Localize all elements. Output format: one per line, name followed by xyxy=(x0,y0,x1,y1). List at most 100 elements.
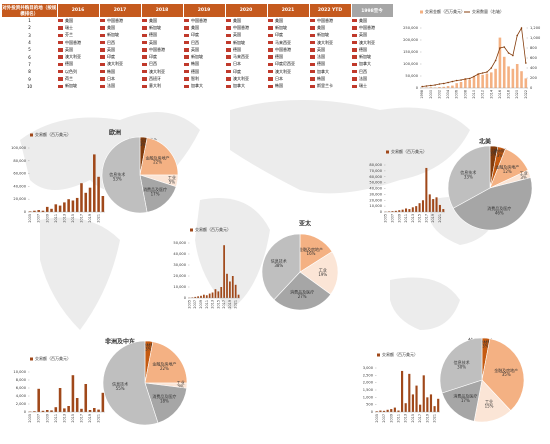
x-tick-label: 2004 xyxy=(446,90,450,99)
flag-icon xyxy=(142,18,147,23)
slice-label: 金融及房地产 xyxy=(146,154,170,160)
y-tick-label: 50,000 xyxy=(173,241,186,245)
slice-value: 16% xyxy=(307,251,316,256)
country-cell: 芬兰 xyxy=(57,32,99,39)
country-name: 澳大利亚 xyxy=(275,68,291,74)
rank: 6 xyxy=(28,54,31,60)
flag-icon xyxy=(226,48,231,52)
pie-slice xyxy=(101,136,148,214)
x-tick-label: 2012 xyxy=(481,90,485,99)
slice-value: 22% xyxy=(153,160,162,165)
x-tick-label: 2019 xyxy=(431,214,435,223)
table-row: 6 澳大利亚 印度 印度 新加坡 马来西亚 德国 法国 新加坡 xyxy=(2,53,393,60)
flag-icon xyxy=(226,18,231,23)
y-tick-label: 60,000 xyxy=(13,172,26,176)
slice-value: 3% xyxy=(145,347,152,352)
slice-label: 信息技术 xyxy=(271,257,287,263)
bar xyxy=(388,211,391,212)
flag-icon xyxy=(268,77,273,81)
slice-value: 18% xyxy=(160,398,169,403)
column-header: 2018 xyxy=(141,4,184,17)
count-point xyxy=(507,52,510,54)
flag-icon xyxy=(184,40,189,45)
y-tick-label: 1,200 xyxy=(530,26,541,30)
slice-label: 工业 xyxy=(319,267,327,273)
x-tick-label: 2007 xyxy=(382,414,386,423)
pie-slice xyxy=(261,233,301,301)
y-tick-label: 0 xyxy=(371,410,374,414)
bar xyxy=(229,281,231,298)
flag-icon xyxy=(268,62,273,67)
bar xyxy=(75,398,79,412)
bar xyxy=(468,79,471,88)
bar xyxy=(214,289,217,298)
x-tick-label: 2013 xyxy=(411,214,415,223)
count-point xyxy=(481,72,484,74)
x-tick-label: 2008 xyxy=(463,90,467,99)
country-cell: 德国 xyxy=(183,68,225,75)
table-header: 对外投资并购目的地（按规模排名） 2016 2017 2018 2019 2020 202… xyxy=(2,4,394,17)
column-header: 1998至今 xyxy=(351,4,394,17)
slice-value: 33% xyxy=(464,174,473,179)
pie-slice xyxy=(139,137,179,176)
slice-value: 5% xyxy=(169,179,176,184)
bar xyxy=(41,410,45,412)
pie-slice xyxy=(102,340,159,426)
y-tick-label: 8,000 xyxy=(16,378,27,382)
country-name: 马来西亚 xyxy=(275,39,291,45)
x-tick-label: 2007 xyxy=(390,214,394,223)
slice-value: 46% xyxy=(495,211,504,216)
country-name: 西班牙 xyxy=(149,76,161,82)
x-tick-label: 2021 xyxy=(97,214,101,223)
country-cell: 新加坡 xyxy=(267,24,309,31)
bar xyxy=(404,403,407,412)
x-tick-label: 2017 xyxy=(79,414,83,423)
flag-icon xyxy=(310,70,315,74)
table-title: 对外投资并购目的地（按规模排名） xyxy=(2,4,58,17)
pie-slice xyxy=(447,145,491,209)
y-tick-label: 0 xyxy=(416,86,419,90)
x-tick-label: 2017 xyxy=(418,414,422,423)
x-tick-label: 2010 xyxy=(472,90,476,99)
country-name: 日本 xyxy=(107,76,115,82)
count-point xyxy=(516,34,518,37)
flag-icon xyxy=(352,26,357,30)
x-tick-label: 2015 xyxy=(216,300,220,309)
rank-cell: 3 xyxy=(2,32,57,39)
x-tick-label: 2018 xyxy=(507,90,511,99)
x-tick-label: 2009 xyxy=(397,214,401,223)
bar xyxy=(93,408,96,412)
x-tick-label: 2015 xyxy=(71,214,75,223)
bar xyxy=(507,66,510,88)
x-tick-label: 2011 xyxy=(54,214,58,223)
country-cell: 中国香港 xyxy=(351,24,393,31)
bar xyxy=(438,87,441,88)
country-cell: 澳大利亚 xyxy=(99,61,141,68)
country-name: 印度 xyxy=(275,32,283,38)
bar xyxy=(93,154,96,212)
country-name: 加拿大 xyxy=(317,68,329,74)
table-row: 8 以色列 韩国 澳大利亚 德国 印度 澳大利亚 加拿大 巴西 xyxy=(2,68,393,75)
x-tick-label: 2021 xyxy=(433,414,437,423)
x-tick-label: 2019 xyxy=(425,414,429,423)
y-tick-label: 1,000 xyxy=(363,395,374,399)
flag-icon xyxy=(226,40,231,45)
x-tick-label: 2007 xyxy=(37,414,41,423)
flag-icon xyxy=(100,26,105,30)
table-row: 1 美国 中国香港 美国 中国香港 美国 美国 中国香港 美国 xyxy=(2,17,393,24)
bar xyxy=(455,83,459,88)
rank: 5 xyxy=(28,47,31,53)
y-tick-label: 30,000 xyxy=(369,192,382,196)
flag-icon xyxy=(352,40,357,45)
flag-icon xyxy=(142,77,147,81)
y-tick-label: 3,000 xyxy=(363,366,374,370)
country-cell: 印度 xyxy=(225,68,267,75)
country-name: 德国 xyxy=(233,46,241,52)
count-point xyxy=(494,59,497,62)
bar xyxy=(67,406,70,412)
slice-value: 19% xyxy=(318,272,327,277)
x-tick-label: 2007 xyxy=(37,214,41,223)
y-tick-label: 20,000 xyxy=(13,197,26,201)
country-name: 德国 xyxy=(317,61,325,67)
